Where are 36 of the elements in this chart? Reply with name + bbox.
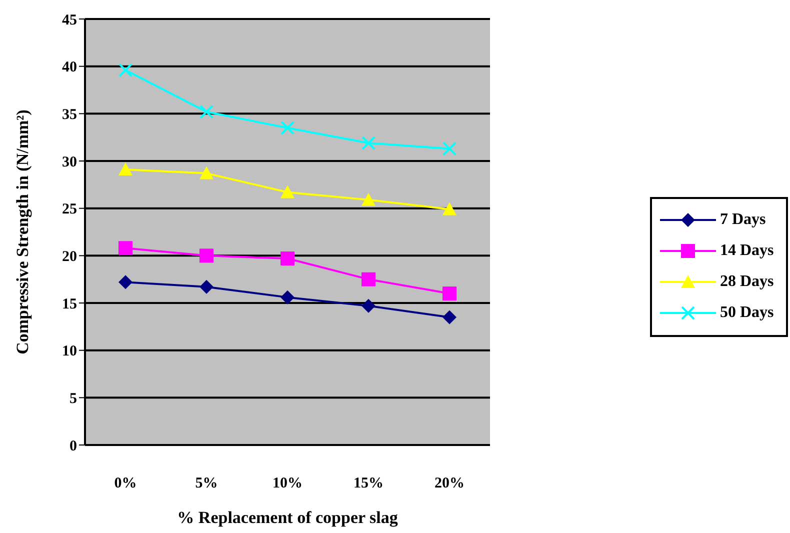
x-tick-label: 0% [114, 476, 137, 492]
point [362, 192, 376, 206]
point [280, 290, 294, 304]
point [200, 166, 214, 180]
y-tick-label: 0 [70, 438, 77, 454]
y-tick-label: 40 [62, 60, 77, 76]
point [118, 162, 132, 176]
y-tick-label: 30 [62, 154, 77, 170]
legend-label: 50 Days [720, 304, 774, 322]
point [442, 286, 456, 301]
y-tick-label: 15 [62, 296, 77, 312]
y-axis-title: Compressive Strength in (N/mm²) [13, 110, 32, 354]
point [280, 185, 294, 198]
point [280, 252, 294, 266]
x-tick-label: 20% [434, 476, 464, 492]
y-tick-label: 10 [62, 344, 77, 360]
y-tick-label: 35 [62, 106, 77, 123]
point [362, 272, 376, 286]
x-tick-label: 15% [354, 476, 384, 492]
y-tick-label: 45 [62, 12, 77, 28]
y-tick-label: 5 [70, 390, 77, 407]
legend-label: 28 Days [720, 273, 774, 291]
point [362, 298, 376, 313]
legend-label: 14 Days [720, 242, 774, 260]
legend-label: 7 Days [720, 211, 766, 229]
x-axis-title: % Replacement of copper slag [177, 508, 398, 527]
point [442, 310, 456, 324]
point [200, 248, 214, 263]
x-tick-label: 5% [195, 476, 218, 492]
y-tick-label: 20 [62, 248, 77, 265]
point [118, 241, 132, 256]
point [442, 202, 456, 216]
point [200, 280, 214, 294]
point [118, 275, 132, 290]
x-tick-label: 10% [272, 476, 302, 492]
y-tick-label: 25 [62, 202, 77, 218]
